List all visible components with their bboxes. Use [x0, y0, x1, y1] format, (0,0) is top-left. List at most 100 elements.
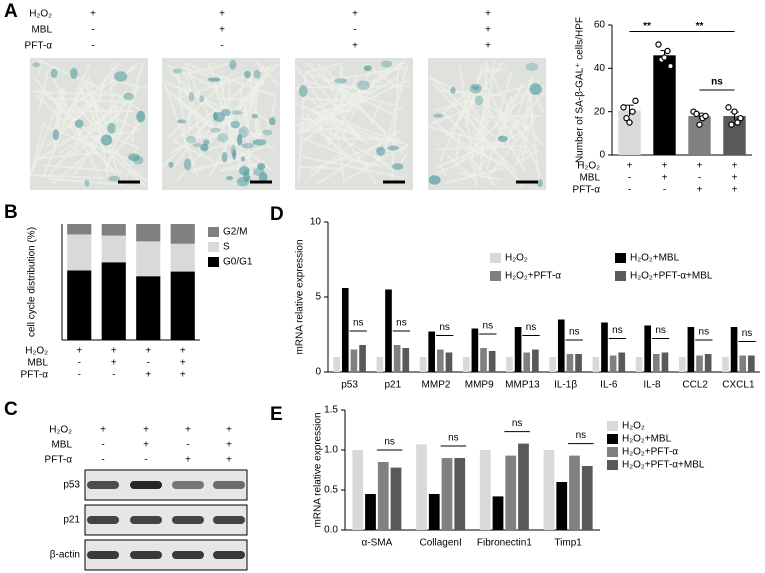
cell-fiber — [303, 61, 405, 134]
cell-fiber — [349, 126, 357, 137]
panel-label: B — [4, 202, 18, 223]
cell-fiber — [172, 117, 211, 169]
y-tick-label: 60 — [594, 20, 606, 31]
cell-fiber — [53, 88, 63, 133]
cell-fiber — [38, 114, 109, 160]
cell-fiber — [312, 94, 349, 111]
blot-band — [172, 481, 204, 489]
condition-sign: + — [226, 455, 232, 466]
cell-fiber — [245, 80, 265, 103]
bar — [376, 357, 384, 372]
bar-segment — [101, 224, 126, 236]
cell-stain — [241, 142, 254, 149]
cell-stain — [240, 156, 246, 162]
cell-fiber — [53, 75, 91, 138]
data-point — [737, 114, 744, 122]
y-axis-label: mRNA relative expression — [313, 412, 324, 527]
cell-stain — [136, 110, 146, 123]
significance-label: ns — [576, 430, 587, 441]
bar — [350, 349, 358, 372]
bar — [480, 348, 487, 372]
cell-fiber — [301, 155, 404, 179]
panel-label: D — [270, 204, 284, 225]
bar — [428, 331, 435, 372]
cell-fiber — [166, 88, 257, 167]
cell-stain — [230, 145, 237, 157]
condition-sign: + — [219, 25, 225, 36]
cell-stain — [32, 62, 41, 68]
condition-sign: - — [628, 185, 631, 196]
cell-fiber — [242, 96, 253, 185]
data-point — [693, 110, 700, 118]
cell-stain — [123, 92, 135, 101]
cell-fiber — [495, 82, 525, 126]
condition-sign: + — [627, 161, 633, 172]
bar — [492, 496, 504, 530]
cell-stain — [168, 161, 174, 168]
y-axis-label: mRNA relative expression — [295, 239, 306, 354]
condition-label: H₂O₂ — [577, 161, 600, 172]
bar — [748, 355, 755, 372]
cell-stain — [236, 134, 243, 146]
condition-sign: - — [628, 173, 631, 184]
blot-band — [172, 516, 204, 524]
cell-fiber — [299, 165, 344, 170]
significance-label: ns — [384, 437, 395, 448]
legend-label: H₂O₂+MBL — [630, 253, 680, 264]
cell-fiber — [302, 137, 373, 168]
bar — [601, 322, 608, 372]
cell-stain — [469, 83, 482, 94]
bar-segment — [67, 234, 92, 271]
condition-label: PFT-α — [25, 41, 53, 52]
cell-stain — [298, 85, 308, 98]
cell-fiber — [173, 63, 280, 101]
cell-stain — [357, 80, 370, 91]
condition-sign: + — [180, 346, 186, 357]
cell-stain — [108, 175, 121, 182]
condition-sign: + — [226, 440, 232, 451]
significance-label: ** — [643, 21, 651, 32]
legend-label: H₂O₂ — [505, 253, 528, 264]
bar-segment — [67, 224, 92, 235]
x-tick-label: CCL2 — [682, 380, 708, 391]
cell-stain — [213, 112, 225, 123]
condition-sign: + — [185, 425, 191, 436]
condition-label: PFT-α — [45, 455, 73, 466]
condition-sign: + — [485, 25, 491, 36]
cell-stain — [217, 132, 229, 143]
cell-stain — [200, 143, 209, 152]
legend-label: H₂O₂+PFT-α — [505, 271, 561, 282]
cell-fiber — [310, 138, 395, 171]
cell-fiber — [385, 64, 409, 145]
data-point — [626, 119, 633, 126]
cell-stain — [243, 70, 251, 79]
cell-fiber — [328, 71, 372, 146]
bar — [653, 55, 676, 156]
bar — [739, 355, 747, 372]
x-tick-label: MMP2 — [422, 380, 451, 391]
cell-fiber — [335, 126, 346, 184]
x-tick-label: IL-8 — [643, 380, 661, 391]
legend-swatch — [208, 257, 219, 267]
bar — [704, 354, 712, 372]
data-point — [734, 119, 741, 126]
cell-stain — [52, 129, 60, 141]
cell-fiber — [398, 153, 408, 166]
cell-fiber — [428, 76, 531, 129]
legend-swatch — [615, 253, 626, 263]
cell-stain — [257, 162, 266, 170]
cell-fiber — [199, 131, 273, 138]
bar — [678, 357, 686, 372]
blot-band — [130, 481, 162, 489]
legend-swatch — [607, 434, 618, 444]
significance-label: ns — [448, 433, 459, 444]
cell-fiber — [161, 76, 200, 179]
cell-stain — [387, 145, 400, 151]
condition-sign: + — [732, 185, 738, 196]
cell-fiber — [220, 163, 259, 172]
cell-stain — [226, 176, 234, 181]
cell-stain — [188, 91, 195, 102]
cell-stain — [84, 179, 90, 187]
data-point — [667, 62, 674, 70]
